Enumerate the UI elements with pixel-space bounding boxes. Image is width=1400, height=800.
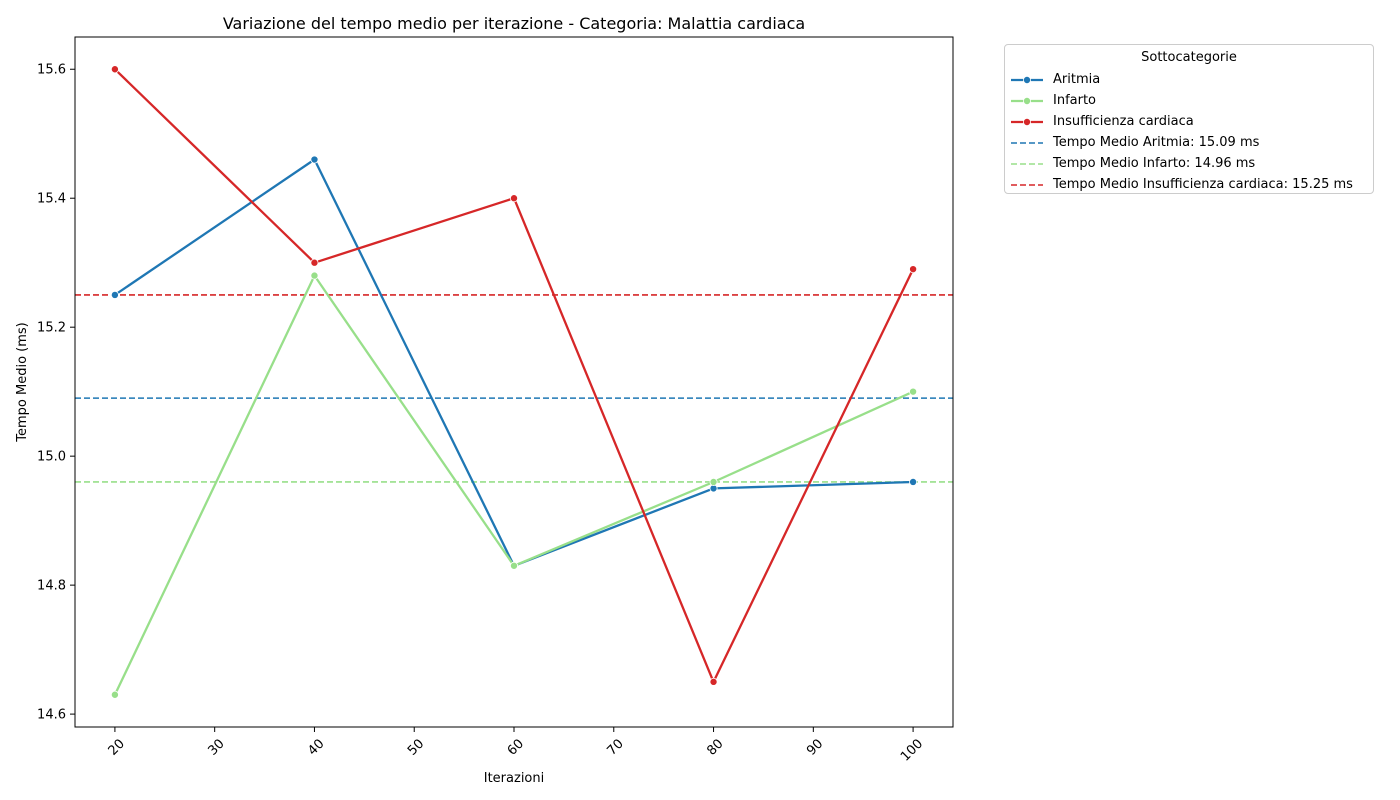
legend-label: Aritmia xyxy=(1053,72,1101,87)
x-tick-label-3: 50 xyxy=(405,736,427,758)
chart-title: Variazione del tempo medio per iterazion… xyxy=(223,14,805,33)
data-point-2-1 xyxy=(310,258,319,267)
data-point-0-1 xyxy=(310,155,319,164)
legend-item-series-0: Aritmia xyxy=(1005,69,1373,90)
legend-label: Tempo Medio Insufficienza cardiaca: 15.2… xyxy=(1053,177,1353,192)
data-point-1-2 xyxy=(509,561,518,570)
legend-label: Infarto xyxy=(1053,93,1097,108)
x-tick-label-6: 80 xyxy=(704,736,726,758)
legend-label: Tempo Medio Aritmia: 15.09 ms xyxy=(1053,135,1260,150)
plot-area xyxy=(75,65,953,699)
y-tick-label-4: 15.4 xyxy=(37,192,66,207)
legend-label: Insufficienza cardiaca xyxy=(1053,114,1194,129)
legend-swatch xyxy=(1011,141,1043,144)
y-tick-label-3: 15.2 xyxy=(37,321,66,336)
y-tick-label-5: 15.6 xyxy=(37,63,66,78)
legend-swatch xyxy=(1011,117,1043,126)
legend-item-series-2: Insufficienza cardiaca xyxy=(1005,111,1373,132)
legend-swatch xyxy=(1011,183,1043,186)
legend-item-reference-1: Tempo Medio Infarto: 14.96 ms xyxy=(1005,153,1373,174)
data-point-0-0 xyxy=(110,290,119,299)
data-point-2-4 xyxy=(909,265,918,274)
x-tick-label-4: 60 xyxy=(505,736,527,758)
legend-item-reference-0: Tempo Medio Aritmia: 15.09 ms xyxy=(1005,132,1373,153)
x-axis-label: Iterazioni xyxy=(484,771,544,786)
x-tick-label-1: 30 xyxy=(205,736,227,758)
legend-item-reference-2: Tempo Medio Insufficienza cardiaca: 15.2… xyxy=(1005,174,1373,195)
legend-swatch-marker xyxy=(1022,75,1031,84)
x-tick-label-7: 90 xyxy=(804,736,826,758)
data-point-2-2 xyxy=(509,194,518,203)
plot-inner xyxy=(75,65,953,699)
legend-label: Tempo Medio Infarto: 14.96 ms xyxy=(1053,156,1256,171)
axes: 20 30 40 50 60 70 80 90 100 14.6 14.8 15.0 15.2 15.4 1… xyxy=(37,36,954,765)
y-tick-label-0: 14.6 xyxy=(37,708,66,723)
legend-swatch xyxy=(1011,75,1043,84)
data-point-0-4 xyxy=(909,477,918,486)
legend-swatch xyxy=(1011,96,1043,105)
legend: Sottocategorie Aritmia Infarto Insufficien… xyxy=(1004,44,1374,194)
x-tick-label-5: 70 xyxy=(605,736,627,758)
legend-item-series-1: Infarto xyxy=(1005,90,1373,111)
data-point-1-0 xyxy=(110,690,119,699)
axes-frame xyxy=(74,36,954,728)
y-axis-label: Tempo Medio (ms) xyxy=(15,322,30,442)
legend-swatch-marker xyxy=(1022,96,1031,105)
series-line-0 xyxy=(114,158,914,567)
x-tick-label-8: 100 xyxy=(898,736,926,764)
data-point-1-3 xyxy=(709,477,718,486)
data-point-2-3 xyxy=(709,677,718,686)
y-tick-label-2: 15.0 xyxy=(37,450,66,465)
legend-title: Sottocategorie xyxy=(1141,50,1237,65)
x-tick-label-2: 40 xyxy=(305,736,327,758)
data-point-1-1 xyxy=(310,271,319,280)
x-tick-label-0: 20 xyxy=(106,736,128,758)
data-point-2-0 xyxy=(110,65,119,74)
legend-swatch-marker xyxy=(1022,117,1031,126)
data-point-1-4 xyxy=(909,387,918,396)
series-line-2 xyxy=(114,68,915,684)
y-tick-label-1: 14.8 xyxy=(37,579,66,594)
legend-swatch xyxy=(1011,162,1043,165)
